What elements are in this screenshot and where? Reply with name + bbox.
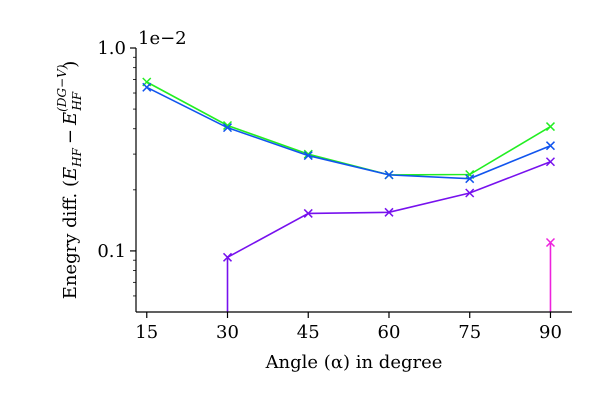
x-tick-label-15: 15 — [135, 322, 158, 343]
y-offset-label: 1e−2 — [138, 28, 187, 49]
series-3-line — [227, 161, 551, 259]
y-label-e2: E — [60, 112, 81, 126]
series-3-point-5 — [545, 157, 555, 167]
series-3-point-3 — [384, 207, 394, 217]
y-tick-label-2: 1.0 — [97, 38, 126, 59]
y-label-suffix: ) — [60, 61, 81, 68]
series-2-point-2 — [222, 123, 233, 133]
x-tick-label-75: 75 — [458, 322, 481, 343]
x-axis-ticks: 15 30 45 60 75 90 — [135, 312, 562, 343]
x-tick-label-90: 90 — [539, 322, 562, 343]
series-2-point-5 — [465, 174, 475, 184]
y-label-sub2: HF — [70, 91, 84, 111]
series-4 — [545, 237, 555, 312]
y-tick-label-1: 0.1 — [97, 241, 126, 262]
series-1-point-6 — [545, 122, 555, 132]
series-4-point-1 — [545, 237, 555, 248]
series-3-point-2 — [303, 208, 313, 218]
series-2-line — [146, 86, 551, 180]
series-layer — [142, 77, 555, 312]
y-label-e1: E — [60, 167, 81, 181]
series-2 — [142, 82, 555, 184]
y-axis-label: Enegry diff. (EHF−E(DG−V)HF) — [55, 61, 84, 300]
y-label-prefix: Enegry diff. ( — [60, 180, 81, 299]
x-tick-label-30: 30 — [216, 322, 239, 343]
y-label-minus: − — [60, 129, 81, 144]
x-axis-label: Angle (α) in degree — [265, 352, 443, 373]
series-3-point-1 — [222, 252, 233, 262]
series-1-line — [146, 81, 551, 176]
series-3-point-4 — [465, 188, 475, 198]
y-label-sup2: (DG−V) — [55, 64, 69, 112]
series-1 — [142, 77, 555, 180]
y-label-sub1: HF — [70, 147, 84, 167]
series-3 — [222, 157, 555, 312]
series-2-point-3 — [303, 151, 313, 161]
x-tick-label-60: 60 — [378, 322, 401, 343]
y-axis-ticks: 0.1 1.0 — [97, 38, 136, 297]
series-2-point-6 — [545, 141, 555, 151]
series-2-point-1 — [142, 82, 152, 92]
series-2-point-4 — [384, 170, 394, 180]
x-tick-label-45: 45 — [297, 322, 320, 343]
